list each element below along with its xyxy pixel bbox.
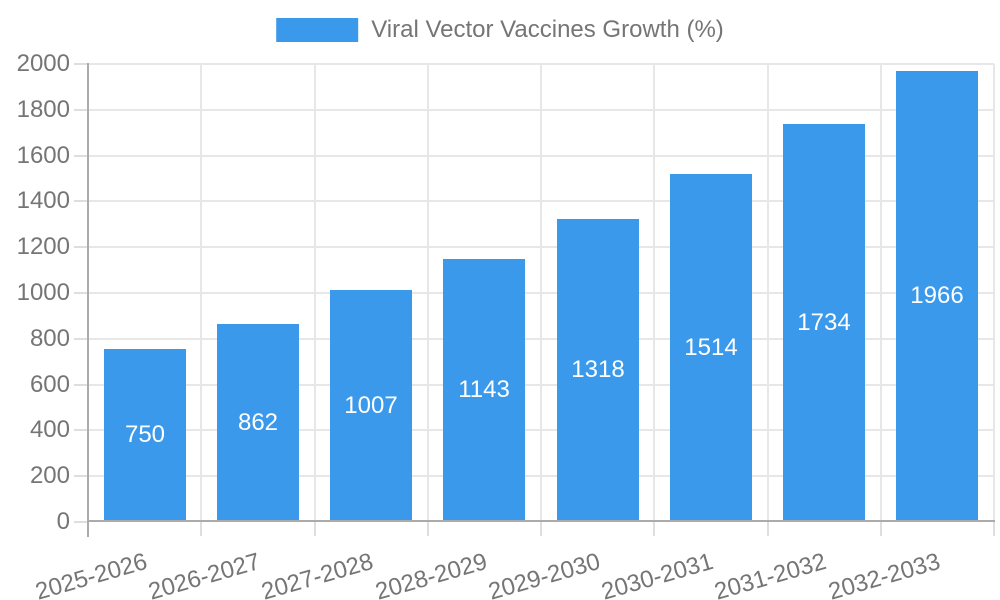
y-axis-tick-label: 1400 bbox=[16, 187, 70, 215]
y-axis-line bbox=[87, 63, 89, 537]
y-axis-tick-label: 400 bbox=[29, 416, 70, 444]
y-axis-tick bbox=[74, 63, 88, 65]
x-axis-tick bbox=[200, 522, 203, 536]
bar-value-label: 1734 bbox=[797, 308, 851, 336]
bar-value-label: 1514 bbox=[684, 333, 738, 361]
y-axis-tick-label: 1200 bbox=[16, 233, 70, 261]
x-axis-tick-label: 2029-2030 bbox=[485, 548, 604, 600]
y-axis-tick bbox=[74, 475, 88, 478]
x-axis-tick bbox=[540, 522, 542, 536]
y-axis-tick bbox=[74, 246, 88, 249]
bar: 1007 bbox=[330, 290, 412, 521]
y-axis-tick-label: 800 bbox=[29, 324, 70, 352]
chart-legend[interactable]: Viral Vector Vaccines Growth (%) bbox=[276, 16, 724, 44]
y-axis-tick bbox=[74, 521, 88, 523]
x-axis-line bbox=[87, 520, 995, 522]
y-axis-tick-label: 200 bbox=[29, 462, 70, 490]
y-axis-tick bbox=[74, 108, 88, 111]
x-axis-tick-label: 2025-2026 bbox=[32, 548, 151, 600]
y-axis-tick-label: 1800 bbox=[16, 95, 70, 123]
bar: 1514 bbox=[670, 174, 752, 521]
x-axis-tick bbox=[313, 522, 316, 536]
x-axis-tick-label: 2026-2027 bbox=[145, 548, 264, 600]
y-axis-tick-label: 2000 bbox=[16, 50, 70, 77]
plot-area: 0 200 400 600 800 1000 1200 1400 1600 1800 2000 750… bbox=[17, 50, 995, 600]
y-axis-tick bbox=[74, 429, 88, 432]
y-axis-tick bbox=[74, 154, 88, 157]
legend-swatch-icon bbox=[276, 18, 359, 42]
bar: 1143 bbox=[443, 259, 525, 521]
bar-value-label: 750 bbox=[124, 421, 166, 448]
y-axis-tick-label: 1000 bbox=[16, 279, 70, 306]
x-axis-tick bbox=[653, 522, 656, 536]
x-axis-tick bbox=[993, 522, 995, 536]
bar-value-label: 1143 bbox=[458, 376, 510, 403]
v-gridline bbox=[200, 64, 203, 522]
x-axis-tick-label: 2030-2031 bbox=[598, 548, 717, 600]
x-axis-tick bbox=[766, 522, 769, 536]
bar: 1734 bbox=[783, 124, 865, 521]
x-axis-tick-label: 2032-2033 bbox=[825, 548, 943, 600]
v-gridline bbox=[426, 64, 429, 522]
bar: 1318 bbox=[557, 219, 639, 521]
bar: 862 bbox=[217, 324, 299, 521]
y-axis-tick-label: 600 bbox=[29, 370, 70, 398]
y-axis-tick-label: 0 bbox=[56, 508, 70, 535]
y-axis-tick bbox=[74, 292, 88, 294]
v-gridline bbox=[766, 64, 769, 522]
bar-value-label: 1966 bbox=[910, 282, 964, 309]
bar-value-label: 1007 bbox=[344, 391, 398, 419]
v-gridline bbox=[993, 64, 995, 522]
v-gridline bbox=[653, 64, 656, 522]
y-axis-tick bbox=[74, 200, 88, 203]
v-gridline bbox=[540, 64, 542, 522]
bar: 1966 bbox=[896, 71, 978, 521]
bar-value-label: 1318 bbox=[571, 356, 625, 383]
y-axis-tick bbox=[74, 337, 88, 340]
x-axis-tick-label: 2028-2029 bbox=[372, 548, 490, 600]
y-axis-tick-label: 1600 bbox=[16, 141, 70, 169]
v-gridline bbox=[313, 64, 316, 522]
x-axis-tick-label: 2027-2028 bbox=[258, 548, 377, 600]
bar: 750 bbox=[104, 349, 186, 521]
x-axis-tick bbox=[879, 522, 882, 536]
x-axis-tick-label: 2031-2032 bbox=[711, 548, 830, 600]
x-axis-tick bbox=[426, 522, 429, 536]
bar-value-label: 862 bbox=[237, 408, 279, 436]
v-gridline bbox=[879, 64, 882, 522]
y-axis-tick bbox=[74, 383, 88, 386]
legend-label: Viral Vector Vaccines Growth (%) bbox=[371, 16, 724, 43]
